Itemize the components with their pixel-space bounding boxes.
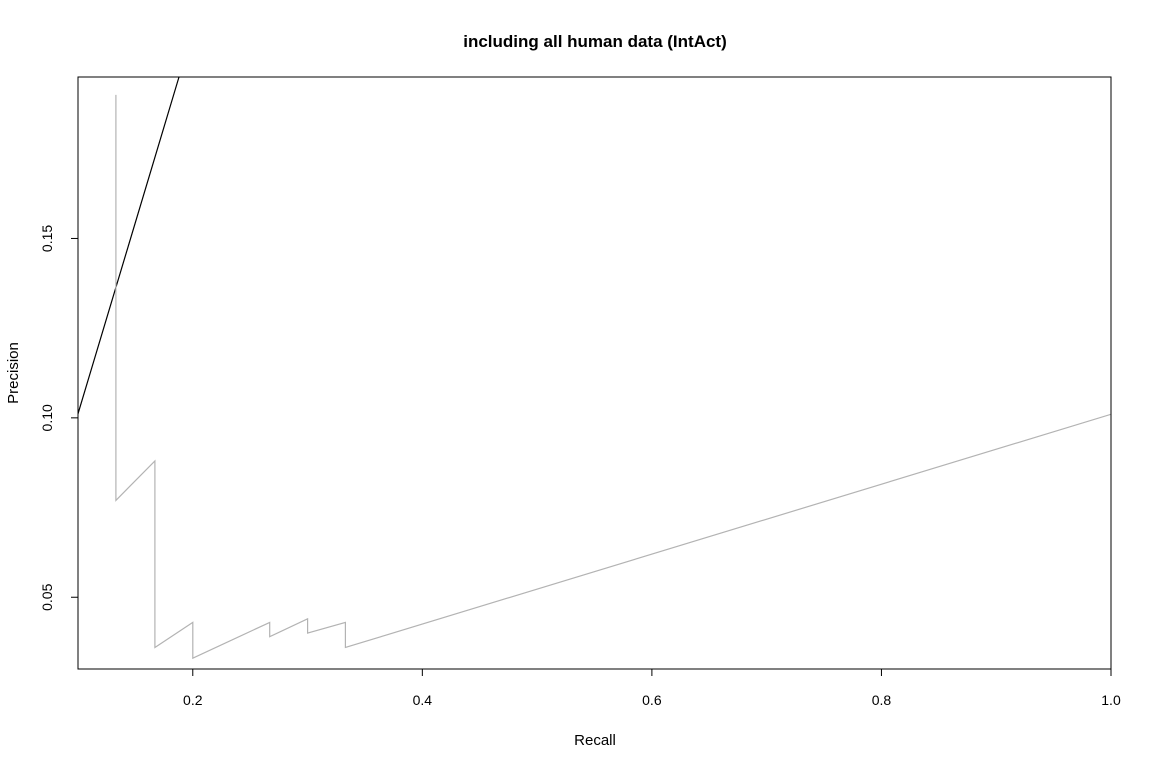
- x-tick-label: 0.8: [872, 692, 892, 708]
- series-line-2: [115, 94, 1111, 660]
- x-tick-label: 0.2: [183, 692, 203, 708]
- x-axis: 0.2 0.4 0.6 0.8 1.0: [183, 669, 1121, 708]
- x-tick-label: 0.6: [642, 692, 662, 708]
- y-axis: 0.05 0.10 0.15: [39, 225, 78, 611]
- y-tick-label: 0.15: [39, 225, 55, 252]
- x-tick-label: 0.4: [413, 692, 433, 708]
- y-axis-label: Precision: [5, 342, 22, 404]
- series-layer: [78, 77, 1111, 660]
- y-tick-label: 0.05: [39, 583, 55, 610]
- plot-frame: [77, 76, 1112, 670]
- x-axis-label: Recall: [574, 732, 616, 749]
- chart-title: including all human data (IntAct): [463, 32, 727, 51]
- series-line-1: [78, 77, 180, 416]
- y-tick-label: 0.10: [39, 404, 55, 431]
- x-tick-label: 1.0: [1101, 692, 1121, 708]
